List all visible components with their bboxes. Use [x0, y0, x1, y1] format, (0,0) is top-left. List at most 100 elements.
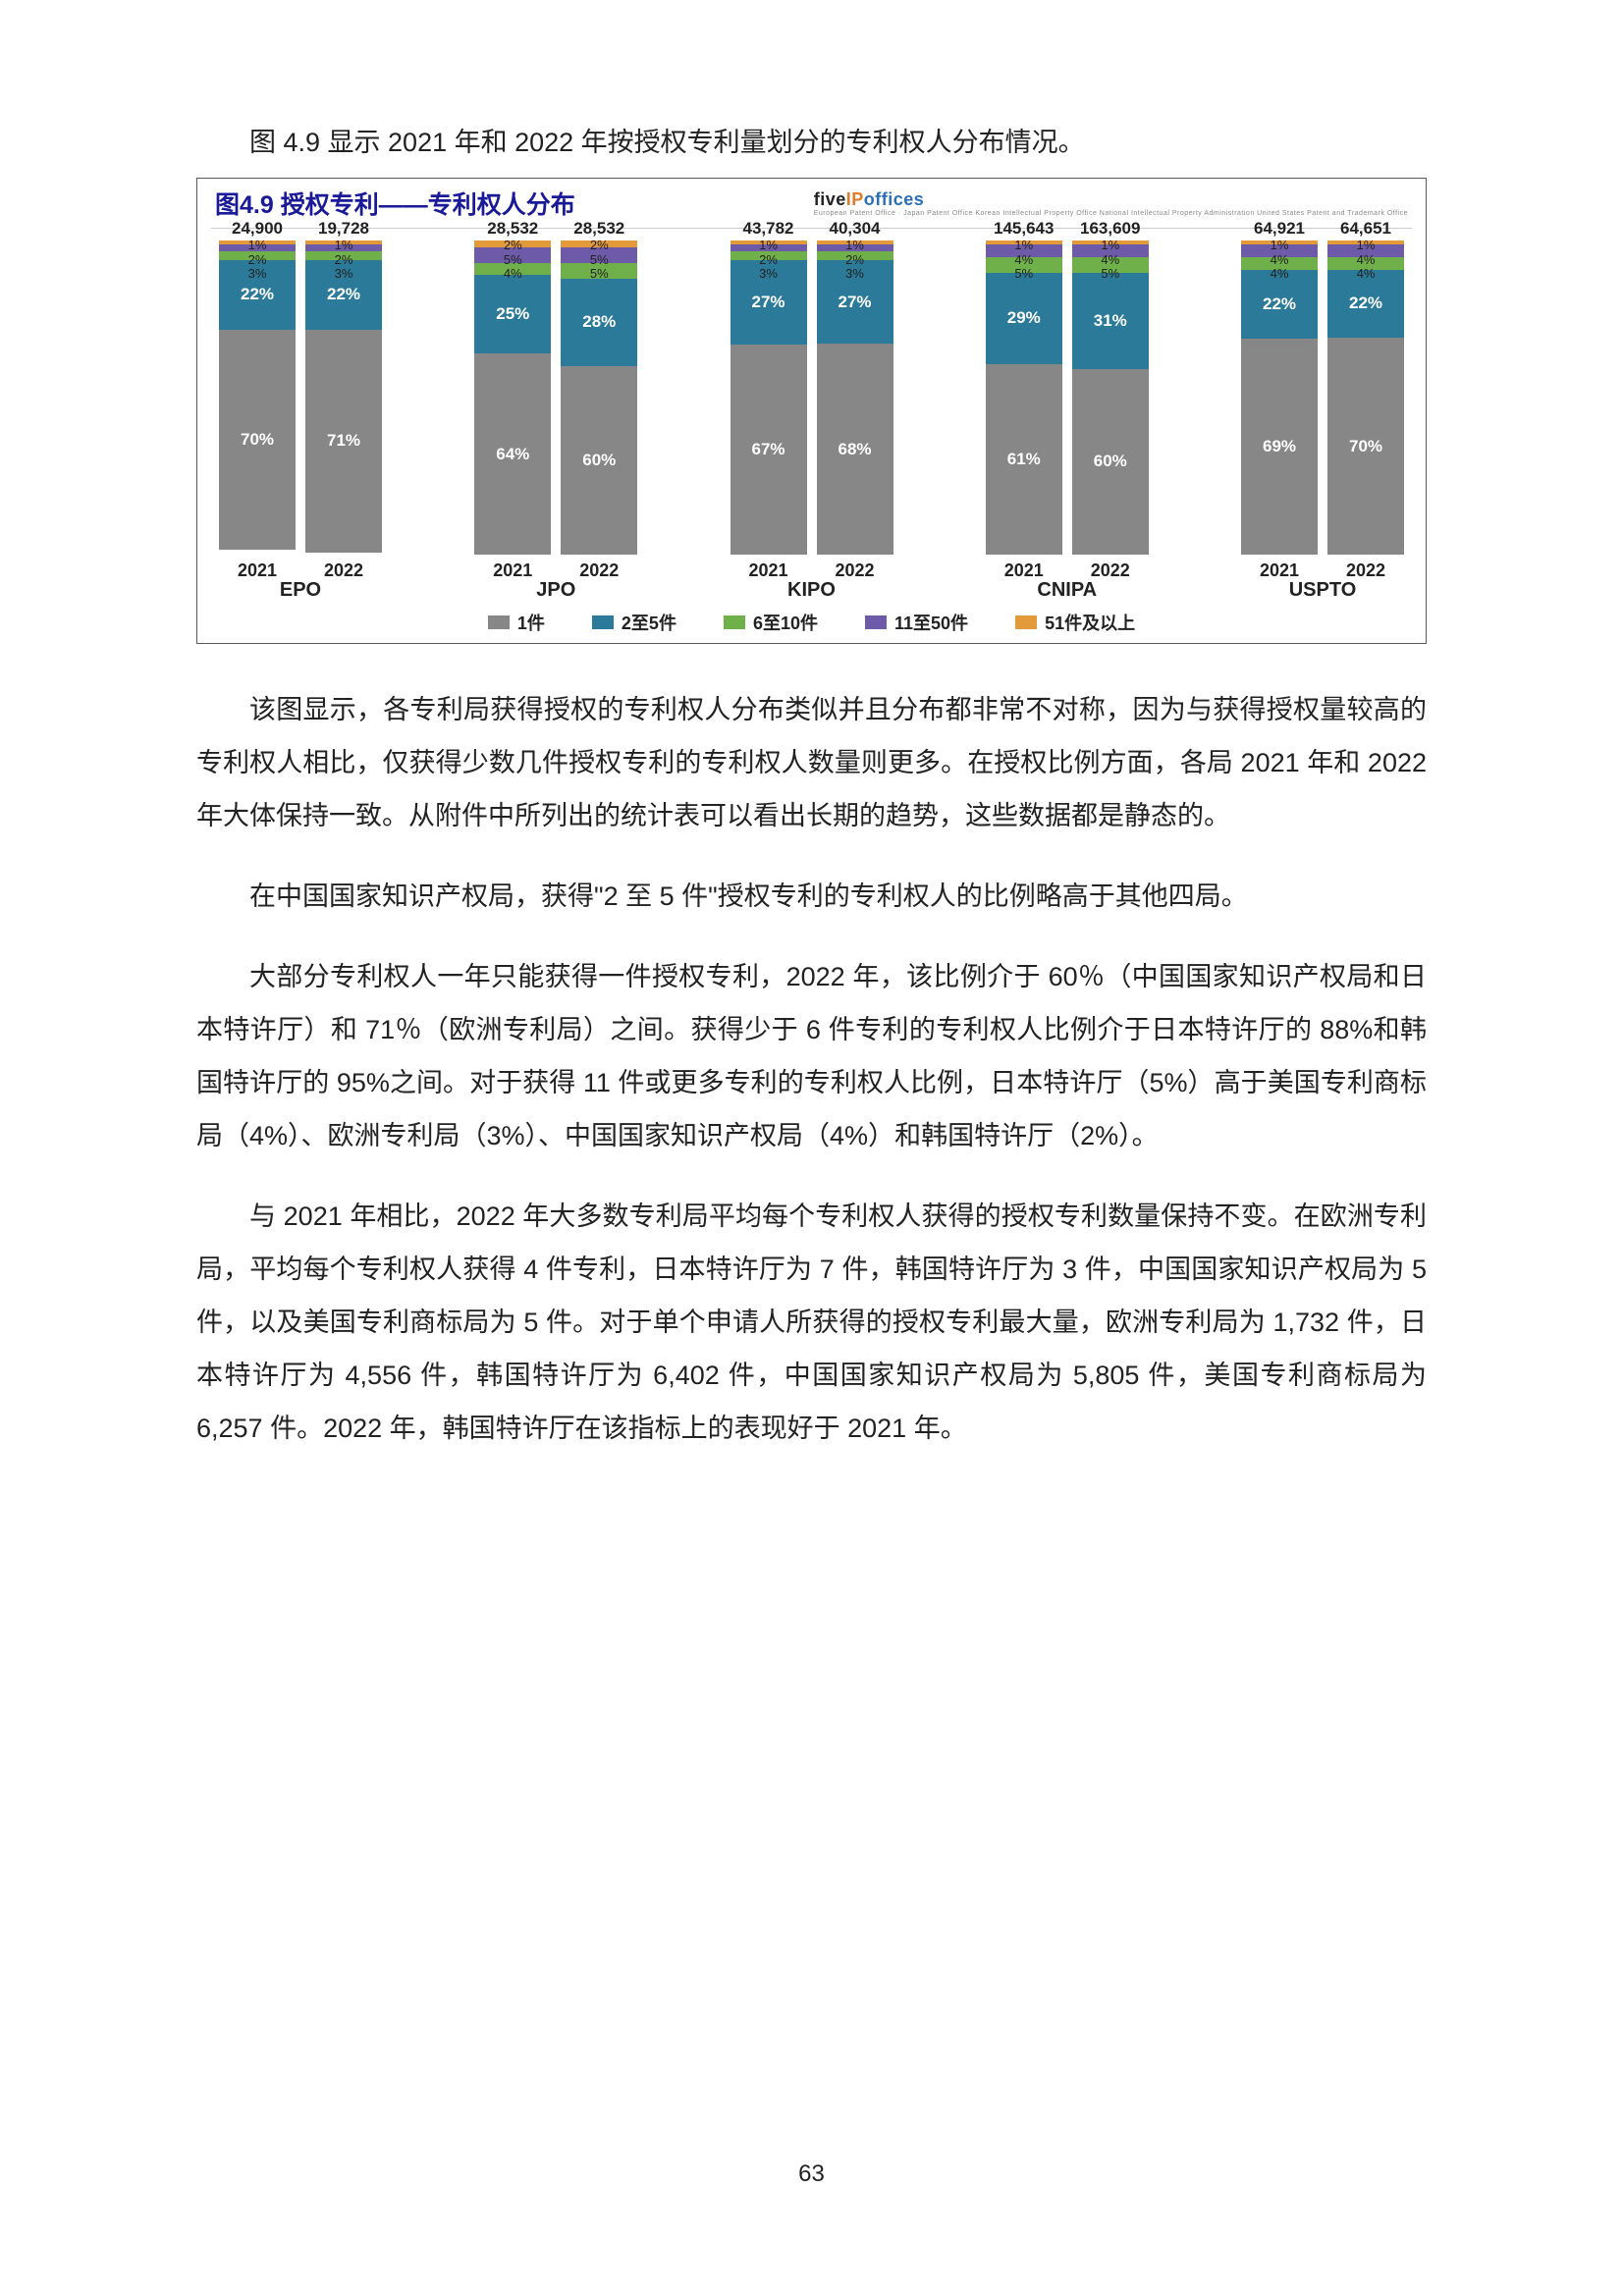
- tiny-labels: 1%2%3%: [759, 239, 778, 281]
- bar-epo-2021: 24,900 22% 70% 1%2%3%: [219, 219, 296, 555]
- tiny-labels: 1%2%3%: [248, 239, 267, 281]
- seg-label: 27%: [751, 293, 784, 312]
- seg: 60%: [1072, 369, 1149, 556]
- year-label: 2022: [1327, 561, 1404, 581]
- year-labels: 2021 2022: [1241, 561, 1404, 581]
- stacked-bar: 29%61%1%4%5%: [986, 240, 1062, 555]
- seg-label: 70%: [241, 430, 274, 450]
- tiny-label: 2%: [335, 253, 353, 267]
- seg: 70%: [219, 330, 296, 550]
- legend-swatch: [488, 615, 510, 629]
- seg-label: 64%: [496, 445, 529, 464]
- year-label: 2021: [219, 561, 296, 581]
- group-jpo: 28,53225%64%2%5%4%28,53228%60%2%5%5%2021…: [474, 219, 637, 602]
- legend-item: 51件及以上: [1015, 610, 1135, 635]
- seg-label: 22%: [1349, 294, 1382, 313]
- legend-label: 2至5件: [622, 610, 676, 635]
- tiny-label: 4%: [1357, 253, 1376, 267]
- bar-kipo-2021: 43,78227%67%1%2%3%: [730, 219, 807, 555]
- tiny-labels: 1%4%5%: [1101, 239, 1119, 281]
- seg-label: 22%: [241, 285, 274, 304]
- stacked-bar: 22%69%1%4%4%: [1241, 240, 1318, 555]
- seg: 61%: [986, 364, 1062, 556]
- bar-kipo-2022: 40,30427%68%1%2%3%: [817, 219, 893, 555]
- stacked-bar: 22% 70% 1%4%4%: [1327, 240, 1404, 555]
- tiny-label: 2%: [590, 239, 609, 252]
- seg-label: 70%: [1349, 437, 1382, 456]
- tiny-label: 2%: [759, 253, 778, 267]
- seg-label: 61%: [1007, 450, 1041, 469]
- bar-total: 24,900: [232, 219, 283, 239]
- intro-text: 图 4.9 显示 2021 年和 2022 年按授权专利量划分的专利权人分布情况…: [196, 118, 1427, 168]
- tiny-labels: 1%4%4%: [1357, 239, 1376, 281]
- legend-label: 6至10件: [753, 610, 818, 635]
- year-labels: 2021 2022: [474, 561, 637, 581]
- stacked-bar: 31% 60% 1%4%5%: [1072, 240, 1149, 555]
- legend-label: 1件: [517, 610, 545, 635]
- tiny-label: 3%: [248, 267, 267, 281]
- seg-label: 68%: [838, 440, 871, 459]
- bar-total: 28,532: [487, 219, 538, 239]
- bar-total: 145,643: [994, 219, 1054, 239]
- year-labels: 20212022: [730, 561, 893, 581]
- bar-uspto-2022: 64,65122%70%1%4%4%: [1327, 219, 1404, 555]
- tiny-label: 1%: [335, 239, 353, 252]
- legend-swatch: [724, 615, 745, 629]
- tiny-label: 5%: [1014, 267, 1033, 281]
- office-label: EPO: [280, 579, 321, 602]
- paragraph-3: 大部分专利权人一年只能获得一件授权专利，2022 年，该比例介于 60％（中国国…: [196, 950, 1427, 1162]
- tiny-label: 4%: [1357, 267, 1376, 281]
- tiny-label: 1%: [1014, 239, 1033, 252]
- seg: 68%: [817, 344, 893, 555]
- tiny-label: 5%: [504, 253, 522, 267]
- tiny-label: 4%: [1271, 267, 1289, 281]
- bar-total: 64,921: [1254, 219, 1305, 239]
- seg-label: 60%: [1094, 452, 1127, 471]
- seg-label: 22%: [1263, 294, 1296, 314]
- chart-title: 图4.9 授权专利——专利权人分布: [215, 186, 575, 221]
- tiny-label: 4%: [1101, 253, 1119, 267]
- bar-epo-2022: 19,728 22% 71% 1%2%3%: [305, 219, 382, 555]
- tiny-labels: 1%2%3%: [335, 239, 353, 281]
- tiny-label: 1%: [845, 239, 864, 252]
- chart-groups: 24,90022%70%1%2%3%19,72822%71%1%2%3%2021…: [211, 233, 1412, 602]
- stacked-bar: 22% 70% 1%2%3%: [219, 240, 296, 555]
- office-label: JPO: [536, 579, 575, 602]
- bar-jpo-2022: 28,53228%60%2%5%5%: [561, 219, 637, 555]
- year-label: 2021: [474, 561, 551, 581]
- year-label: 2021: [1241, 561, 1318, 581]
- seg: 70%: [1327, 338, 1404, 555]
- year-label: 2022: [817, 561, 893, 581]
- tiny-label: 1%: [248, 239, 267, 252]
- tiny-label: 1%: [1271, 239, 1289, 252]
- stacked-bar: 27% 67% 1%2%3%: [730, 240, 807, 555]
- seg: 64%: [474, 353, 551, 555]
- seg-label: 22%: [327, 285, 360, 304]
- tiny-label: 5%: [1101, 267, 1119, 281]
- stacked-bar: 28%60%2%5%5%: [561, 240, 637, 555]
- bar-total: 19,728: [318, 219, 369, 239]
- tiny-label: 4%: [504, 267, 522, 281]
- stacked-bar: 22% 71% 1%2%3%: [305, 240, 382, 555]
- year-label: 2022: [561, 561, 637, 581]
- office-label: KIPO: [787, 579, 836, 602]
- legend-item: 6至10件: [724, 610, 818, 635]
- legend-swatch: [1015, 615, 1037, 629]
- group-kipo: 43,78227%67%1%2%3%40,30427%68%1%2%3%2021…: [730, 219, 893, 602]
- tiny-label: 3%: [759, 267, 778, 281]
- legend-item: 11至50件: [865, 610, 968, 635]
- office-label: CNIPA: [1037, 579, 1097, 602]
- tiny-label: 2%: [504, 239, 522, 252]
- seg-label: 67%: [751, 440, 784, 459]
- tiny-labels: 1%4%5%: [1014, 239, 1033, 281]
- seg-label: 71%: [327, 431, 360, 451]
- tiny-label: 4%: [1014, 253, 1033, 267]
- seg: 31%: [1072, 273, 1149, 369]
- stacked-bar: 25%64%2%5%4%: [474, 240, 551, 555]
- chart-4-9: 图4.9 授权专利——专利权人分布 fiveIPoffices European…: [196, 178, 1427, 644]
- paragraph-4: 与 2021 年相比，2022 年大多数专利局平均每个专利权人获得的授权专利数量…: [196, 1190, 1427, 1455]
- chart-legend: 1件 2至5件 6至10件 11至50件 51件及以上: [211, 602, 1412, 635]
- group-uspto: 64,92122%69%1%4%4%64,65122%70%1%4%4%2021…: [1241, 219, 1404, 602]
- bar-total: 163,609: [1080, 219, 1140, 239]
- tiny-label: 5%: [590, 267, 609, 281]
